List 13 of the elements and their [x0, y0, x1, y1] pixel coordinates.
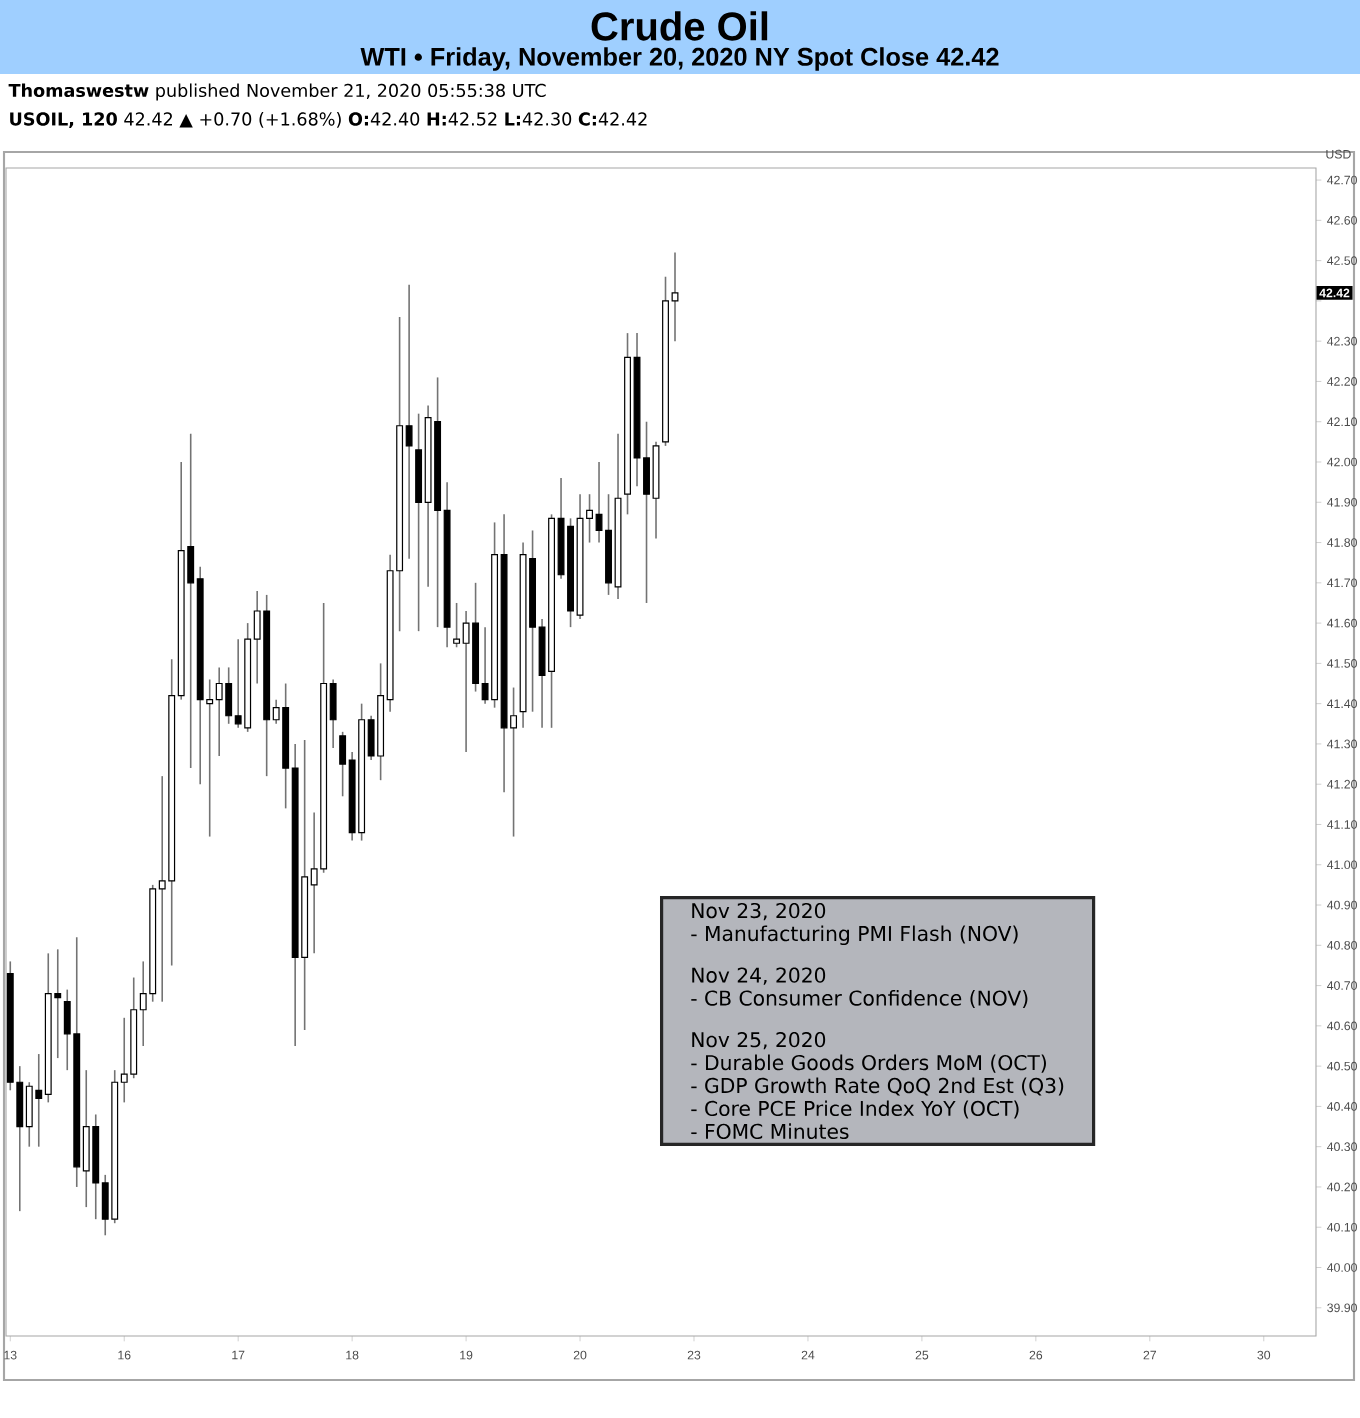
annotation: Nov 23, 2020 [692, 902, 826, 921]
annotation: - Core PCE Price Index YoY (OCT) [691, 1100, 1019, 1119]
annotation: Nov 24, 2020 [692, 967, 826, 985]
chart-subtitle: WTI • Friday, November 20, 2020 NY Spot Close 42.42 [360, 47, 999, 71]
annotation: - Manufacturing PMI Flash (NOV) [691, 925, 1018, 946]
text: Thomaswestw published November 21, 2020 05:55:38 UTC [8, 83, 546, 101]
annotation: - CB Consumer Confidence (NOV) [691, 990, 1028, 1009]
chart-title: Crude Oil [591, 11, 768, 41]
annotation: - FOMC Minutes [691, 1123, 849, 1140]
annotation: - Durable Goods Orders MoM (OCT) [691, 1054, 1046, 1073]
text: USOIL, 120 42.42 ▲ +0.70 (+1.68%) O:42.40 H:42.52 L:42.30 C:42.42 [10, 112, 647, 128]
annotation: - GDP Growth Rate QoQ 2nd Est (Q3) [691, 1077, 1064, 1096]
annotation: Nov 25, 2020 [692, 1031, 826, 1050]
